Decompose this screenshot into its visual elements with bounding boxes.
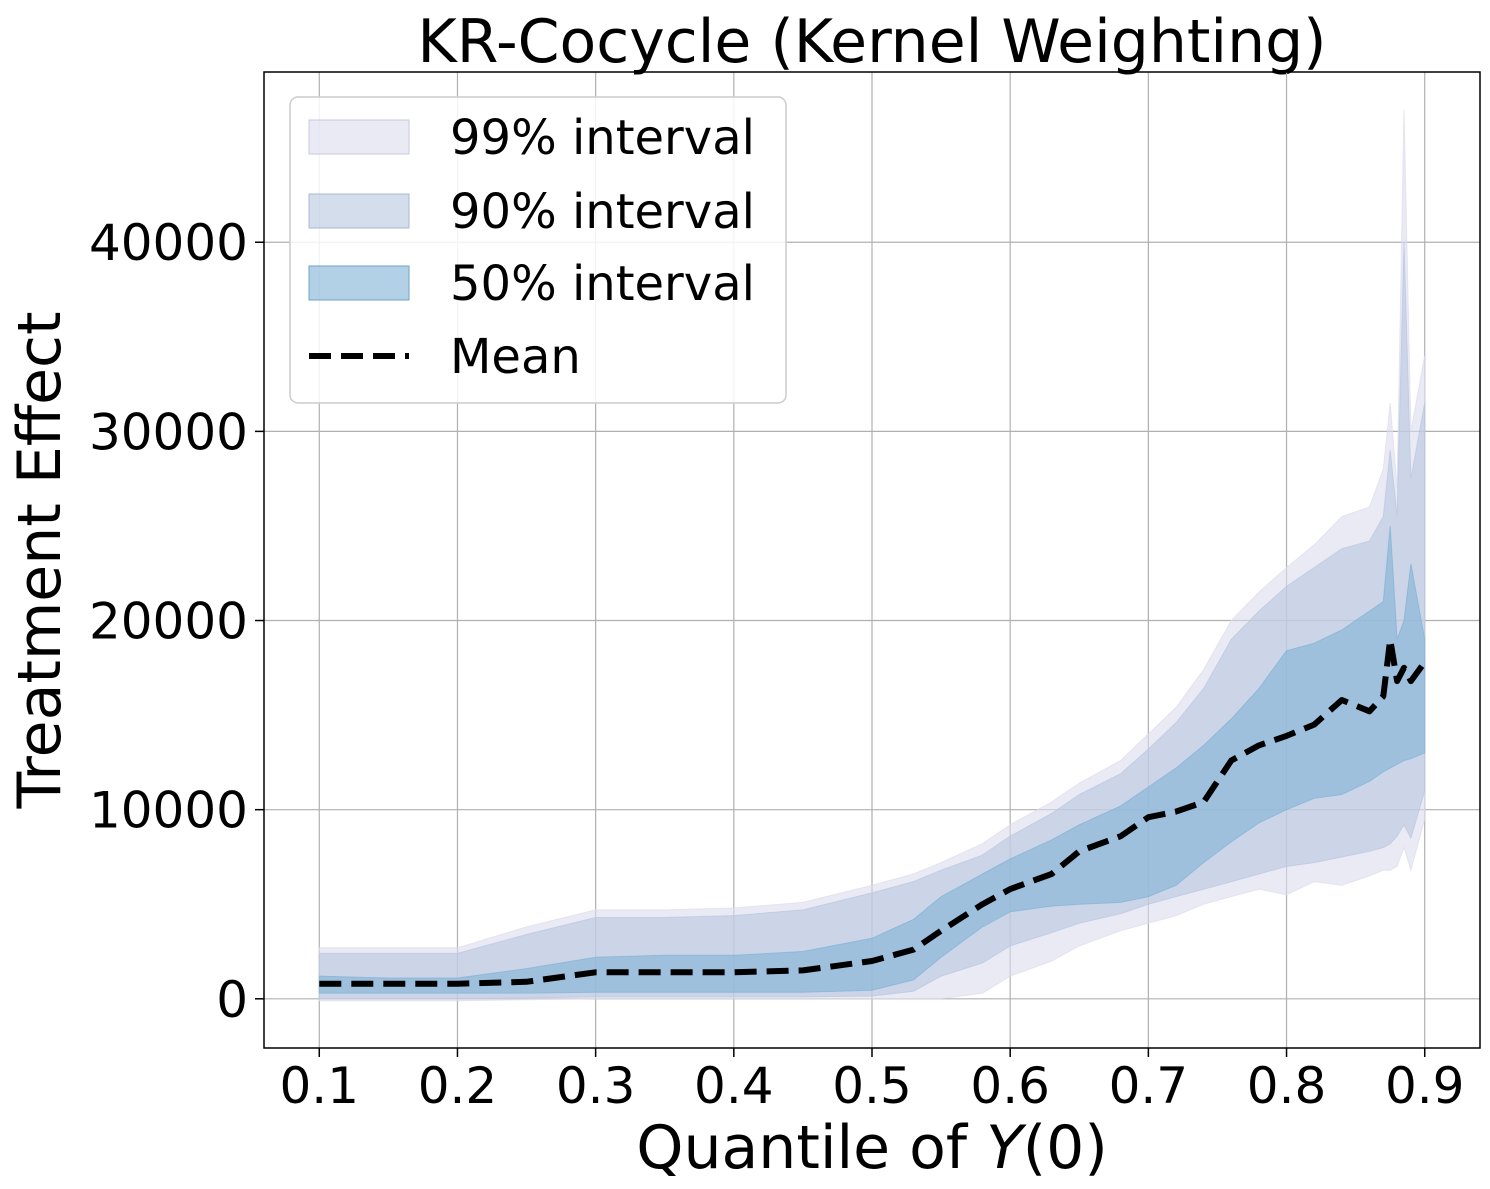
x-tick-label: 0.7 [1109,1057,1189,1115]
y-tick-label: 10000 [89,782,248,840]
band-50-interval [318,525,1426,994]
legend-label-90: 90% interval [450,184,755,240]
x-tick-label: 0.8 [1247,1057,1327,1115]
x-tick-label: 0.2 [418,1057,498,1115]
interval-bands [318,109,1426,1002]
x-tick-label: 0.3 [556,1057,636,1115]
y-tick-label: 20000 [89,593,248,651]
grid [264,72,1480,1048]
y-axis: 0 10000 20000 30000 40000 [89,214,264,1029]
x-tick-label: 0.1 [280,1057,360,1115]
legend-label-50: 50% interval [450,256,755,312]
y-axis-title: Treatment Effect [5,311,75,809]
legend-swatch-50 [308,265,410,301]
legend-label-mean: Mean [450,329,581,385]
legend-frame [289,96,787,404]
legend-label-99: 99% interval [450,110,755,166]
mean-line [319,636,1428,987]
mean-layer [319,636,1428,987]
legend: 99% interval 90% interval 50% interval M… [289,96,787,404]
legend-swatch-90 [308,193,410,229]
y-tick-label: 30000 [89,403,248,461]
x-tick-label: 0.5 [832,1057,912,1115]
x-tick-label: 0.6 [970,1057,1050,1115]
x-axis: 0.1 0.2 0.3 0.4 0.5 0.6 0.7 0.8 0.9 [280,1048,1465,1115]
y-tick-label: 40000 [89,214,248,272]
chart-title: KR-Cocycle (Kernel Weighting) [417,7,1326,77]
legend-swatch-99 [308,119,410,155]
x-axis-title: Quantile of Y(0) [636,1113,1107,1183]
x-tick-label: 0.4 [694,1057,774,1115]
y-tick-label: 0 [216,971,248,1029]
x-tick-label: 0.9 [1385,1057,1465,1115]
